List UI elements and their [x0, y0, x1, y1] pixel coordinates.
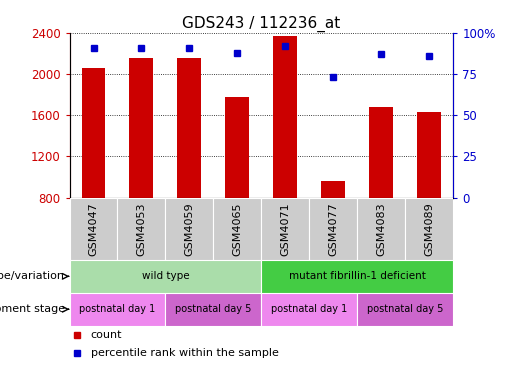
Bar	[81, 68, 106, 198]
Text: GSM4071: GSM4071	[280, 203, 290, 256]
Text: development stage: development stage	[0, 304, 65, 314]
Text: GSM4089: GSM4089	[424, 203, 434, 256]
Text: GSM4065: GSM4065	[232, 203, 243, 256]
Bar	[321, 181, 345, 198]
Bar	[70, 198, 117, 260]
Text: GSM4059: GSM4059	[184, 203, 195, 256]
Bar	[213, 198, 261, 260]
Title: GDS243 / 112236_at: GDS243 / 112236_at	[182, 15, 340, 31]
Bar	[310, 198, 357, 260]
Bar	[405, 198, 453, 260]
Bar	[165, 293, 261, 326]
Text: postnatal day 5: postnatal day 5	[367, 304, 443, 314]
Text: GSM4077: GSM4077	[328, 203, 338, 256]
Text: mutant fibrillin-1 deficient: mutant fibrillin-1 deficient	[289, 271, 426, 281]
Bar	[273, 36, 297, 198]
Text: postnatal day 1: postnatal day 1	[79, 304, 156, 314]
Bar	[70, 260, 261, 293]
Text: GSM4053: GSM4053	[136, 203, 146, 256]
Bar	[129, 58, 153, 198]
Bar	[178, 58, 201, 198]
Text: genotype/variation: genotype/variation	[0, 271, 65, 281]
Bar	[357, 293, 453, 326]
Bar	[70, 293, 165, 326]
Bar	[261, 198, 310, 260]
Bar	[226, 97, 249, 198]
Text: count: count	[91, 330, 122, 340]
Bar	[165, 198, 213, 260]
Text: GSM4083: GSM4083	[376, 203, 386, 256]
Text: GSM4047: GSM4047	[89, 203, 98, 256]
Text: percentile rank within the sample: percentile rank within the sample	[91, 348, 279, 358]
Bar	[117, 198, 165, 260]
Bar	[369, 107, 393, 198]
Text: wild type: wild type	[142, 271, 189, 281]
Bar	[261, 293, 357, 326]
Bar	[417, 112, 441, 198]
Bar	[357, 198, 405, 260]
Text: postnatal day 1: postnatal day 1	[271, 304, 348, 314]
Bar	[261, 260, 453, 293]
Text: postnatal day 5: postnatal day 5	[175, 304, 252, 314]
